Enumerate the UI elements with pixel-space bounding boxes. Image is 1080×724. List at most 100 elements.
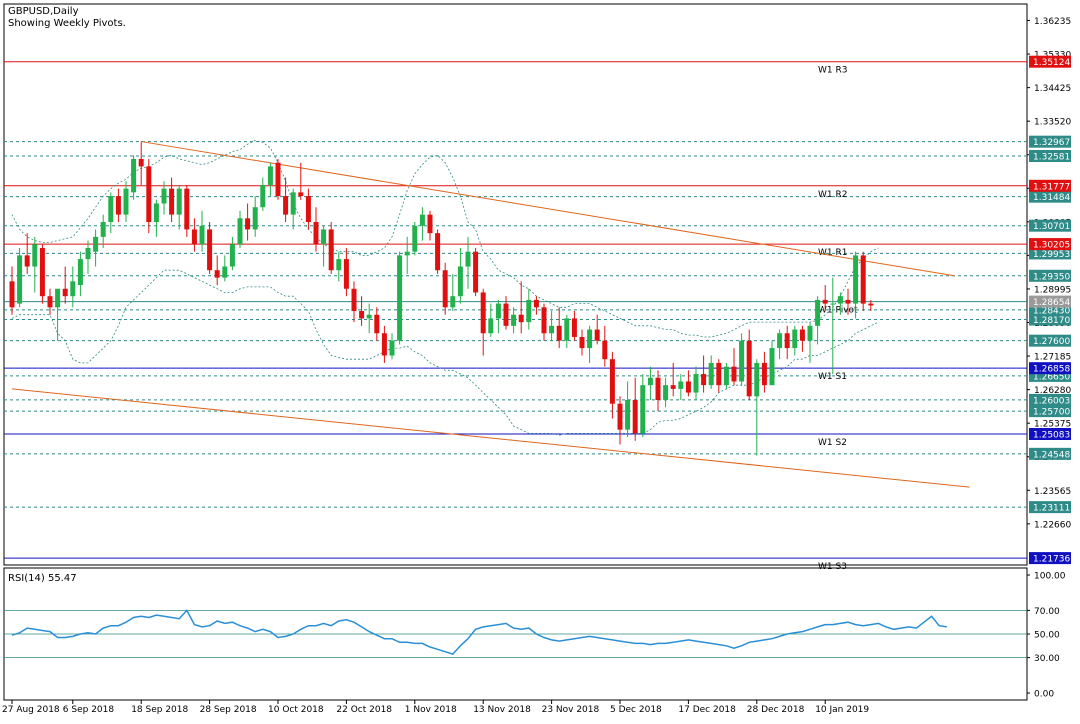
candle-body (252, 207, 258, 230)
candle-body (701, 374, 707, 386)
candle-body (685, 381, 691, 393)
level-price-box (1029, 393, 1071, 406)
candle-body (305, 196, 311, 223)
date-tick-label: 6 Sep 2018 (63, 705, 115, 715)
candle-body (131, 158, 137, 193)
candle (267, 162, 273, 197)
rsi-tick-label: 50.00 (1034, 631, 1060, 641)
candle (245, 203, 251, 241)
candle-body (169, 188, 175, 215)
candle-body (55, 288, 61, 308)
candle (465, 236, 471, 289)
candle-body (602, 340, 608, 360)
candle (495, 299, 501, 334)
candle (55, 288, 61, 341)
candle-body (275, 162, 281, 197)
candle-body (351, 288, 357, 312)
candle-body (237, 218, 243, 245)
candle-body (419, 214, 425, 226)
candle-body (298, 192, 304, 197)
candle (625, 381, 631, 438)
candle (792, 325, 798, 356)
chart-symbol-title: GBPUSD,Daily (8, 6, 79, 17)
candle (617, 396, 623, 445)
candle-body (457, 266, 463, 297)
candle-body (587, 329, 593, 349)
candle-body (245, 218, 251, 230)
candle-body (24, 255, 30, 267)
candle (473, 247, 479, 297)
candle (708, 355, 714, 389)
price-level-labels: 1.32967 1.32581 1.31484 1.30701 1.29953 1.293… (1029, 55, 1071, 565)
candle-body (533, 299, 539, 308)
candle-body (716, 362, 722, 386)
candle-body (526, 299, 532, 323)
candle-body (115, 196, 121, 215)
pivot-price-label: 1.26858 (1033, 365, 1070, 375)
candle-body (647, 377, 653, 386)
level-price-label: 1.26650 (1033, 372, 1070, 382)
candle-body (784, 333, 790, 349)
candle-body (343, 259, 349, 289)
candle (70, 266, 76, 308)
candle (153, 199, 159, 237)
level-price-box (1029, 447, 1071, 460)
price-tick-label: 1.26280 (1034, 386, 1071, 396)
candle (108, 192, 114, 234)
pivot-price-label: 1.31777 (1033, 182, 1070, 192)
candle (100, 214, 106, 248)
candle-body (860, 255, 866, 304)
candle (397, 251, 403, 345)
candle-body (564, 318, 570, 341)
level-price-label: 1.29953 (1033, 250, 1070, 260)
level-price-box (1029, 149, 1071, 162)
candle-body (313, 222, 319, 245)
price-tick-label: 1.23565 (1034, 487, 1071, 497)
price-tick-label: 1.28995 (1034, 285, 1071, 295)
candle-body (655, 377, 661, 400)
candle-body (830, 303, 836, 305)
candle-body (191, 229, 197, 245)
candle (655, 370, 661, 412)
candle-body (739, 340, 745, 382)
candle-body (845, 299, 851, 304)
candle-body (93, 236, 99, 252)
candle (693, 366, 699, 400)
candle (640, 374, 646, 438)
pivot-name-4: W1 S1 (818, 372, 847, 382)
date-tick-label: 18 Sep 2018 (131, 705, 188, 715)
candle (275, 158, 281, 200)
candle-body (450, 296, 456, 308)
candle-body (290, 192, 296, 215)
candle-body (328, 229, 334, 271)
candle (853, 251, 859, 319)
candle (457, 247, 463, 304)
date-tick-label: 5 Dec 2018 (610, 705, 662, 715)
candle (62, 266, 68, 304)
candle-body (161, 188, 167, 204)
candle (807, 322, 813, 363)
pivot-name-0: W1 R3 (818, 66, 847, 76)
candle (579, 329, 585, 356)
candle (184, 184, 190, 237)
candle-body (571, 318, 577, 337)
candle-body (777, 333, 783, 349)
rsi-chart: 100.00 70.00 50.00 30.00 0.00 (4, 572, 1066, 700)
price-tick-label: 1.36235 (1034, 17, 1071, 27)
candle (511, 307, 517, 334)
candle (229, 236, 235, 271)
level-price-label: 1.29350 (1033, 272, 1070, 282)
candle (146, 158, 152, 234)
candle-body (214, 270, 220, 278)
candle-body (678, 381, 684, 389)
candle-body (853, 255, 859, 304)
date-tick-label: 28 Dec 2018 (747, 705, 805, 715)
candle-body (807, 325, 813, 341)
candle (549, 311, 555, 341)
candle (237, 210, 243, 248)
candle (343, 247, 349, 297)
candle-body (404, 251, 410, 256)
pivot-price-label: 1.25083 (1033, 431, 1070, 441)
candle (799, 325, 805, 352)
